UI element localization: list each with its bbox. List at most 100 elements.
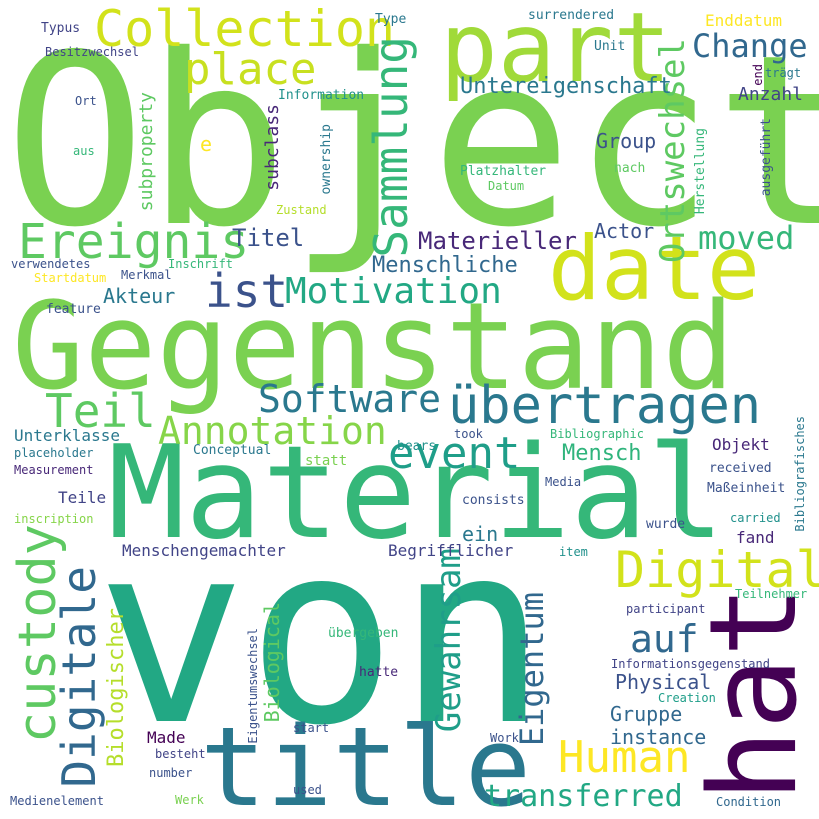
word-statt: statt — [305, 453, 348, 469]
word-type: Type — [375, 12, 407, 27]
word-placeholder: placeholder — [14, 446, 94, 460]
word-subclass: subclass — [262, 104, 283, 191]
word-typus: Typus — [41, 21, 81, 36]
word-uebertragen: übertragen — [448, 376, 762, 436]
word-akteur: Akteur — [103, 284, 176, 308]
word-fand: fand — [736, 528, 775, 547]
word-masseinheit: Maßeinheit — [707, 481, 786, 496]
word-carried: carried — [730, 511, 781, 525]
word-herstellung: Herstellung — [693, 128, 708, 215]
word-uebergeben: übergeben — [328, 626, 399, 641]
word-menschliche: Menschliche — [372, 253, 518, 278]
word-made: Made — [147, 728, 186, 747]
word-information: Information — [278, 88, 365, 103]
word-informationsgegenstand: Informationsgegenstand — [611, 657, 770, 671]
word-nach: nach — [614, 161, 646, 176]
word-von: von — [96, 489, 548, 780]
word-start: start — [293, 721, 330, 735]
word-consists: consists — [462, 493, 525, 508]
word-digitale: Digitale — [52, 566, 106, 788]
word-moved: moved — [698, 219, 795, 257]
word-ort: Ort — [75, 94, 97, 108]
word-received: received — [709, 461, 772, 476]
word-e: e — [200, 132, 213, 156]
word-inscription: inscription — [14, 512, 94, 526]
word-work: Work — [490, 731, 519, 745]
word-used: used — [293, 783, 322, 797]
word-auf: auf — [630, 617, 699, 661]
word-ereignis: Ereignis — [18, 214, 250, 270]
word-werk: Werk — [175, 793, 204, 807]
word-bibliographic: Bibliographic — [550, 427, 644, 441]
word-ortswechsel: Ortswechsel — [653, 38, 693, 264]
word-subproperty: subproperty — [136, 92, 157, 212]
word-datum: Datum — [488, 179, 525, 193]
word-platzhalter: Platzhalter — [460, 164, 547, 179]
word-zustand: Zustand — [276, 203, 327, 217]
word-ownership: ownership — [319, 124, 334, 195]
word-anzahl: Anzahl — [738, 84, 804, 105]
word-actor: Actor — [594, 219, 655, 243]
word-teil: Teil — [45, 384, 156, 438]
word-teile: Teile — [58, 488, 107, 507]
word-conceptual: Conceptual — [193, 443, 272, 458]
word-group: Group — [596, 129, 657, 153]
word-materieller: Materieller — [418, 227, 577, 255]
word-part: part — [440, 0, 672, 104]
word-medienelement: Medienelement — [10, 794, 104, 808]
word-place: place — [184, 44, 317, 95]
word-collection: Collection — [94, 0, 396, 58]
word-motivation: Motivation — [285, 271, 502, 312]
word-besitzwechsel: Besitzwechsel — [45, 45, 139, 59]
word-verwendetes: verwendetes — [11, 257, 91, 271]
word-change: Change — [692, 27, 808, 65]
word-event: event — [388, 428, 521, 479]
word-enddatum: Enddatum — [705, 11, 783, 30]
word-instance: instance — [610, 725, 707, 749]
word-annotation: Annotation — [158, 409, 387, 453]
word-ist: ist — [205, 264, 289, 318]
word-bears: bears — [397, 439, 437, 454]
word-objekt: Objekt — [712, 435, 770, 454]
word-physical: Physical — [615, 670, 712, 694]
word-creation: Creation — [658, 691, 716, 705]
word-wurde: wurde — [646, 517, 686, 532]
word-measurement: Measurement — [14, 463, 94, 477]
word-traegt: trägt — [765, 66, 802, 80]
word-object: Object — [4, 4, 819, 279]
word-titel: Titel — [232, 224, 305, 252]
word-untereigenschaft: Untereigenschaft — [460, 74, 672, 99]
word-ein: ein — [462, 522, 499, 546]
word-begrifflicher: Begrifflicher — [388, 541, 514, 560]
word-bibliografisches: Bibliografisches — [793, 416, 807, 532]
word-title: title — [200, 703, 532, 819]
word-unit: Unit — [594, 39, 626, 54]
word-condition: Condition — [716, 795, 782, 809]
word-inschrift: Inschrift — [168, 257, 234, 271]
word-software: Software — [258, 377, 442, 421]
word-biological: Biological — [260, 602, 284, 723]
word-item: item — [559, 545, 588, 559]
word-gewahrsam: Gewahrsam — [429, 548, 469, 733]
word-end: end — [751, 64, 765, 86]
word-merkmal: Merkmal — [121, 268, 172, 282]
word-gegenstand: Gegenstand — [12, 278, 735, 417]
word-biologischer: Biologischer — [104, 608, 129, 767]
word-took: took — [454, 427, 483, 441]
word-human: Human — [558, 732, 691, 783]
word-unterklasse: Unterklasse — [14, 426, 120, 445]
word-aus: aus — [73, 144, 95, 158]
word-material: Material — [108, 419, 725, 568]
word-mensch: Mensch — [562, 441, 642, 466]
word-hatte: hatte — [359, 665, 399, 680]
word-startdatum: Startdatum — [34, 271, 107, 285]
word-eigentum: Eigentum — [513, 592, 551, 747]
word-ausgefuehrt: ausgeführt — [759, 118, 774, 197]
word-sammlung: Sammlung — [364, 36, 418, 258]
word-besteht: besteht — [155, 747, 206, 761]
word-teilnehmer: Teilnehmer — [735, 587, 808, 601]
word-digital: Digital — [615, 541, 819, 599]
word-number: number — [149, 766, 193, 780]
word-media: Media — [545, 475, 582, 489]
